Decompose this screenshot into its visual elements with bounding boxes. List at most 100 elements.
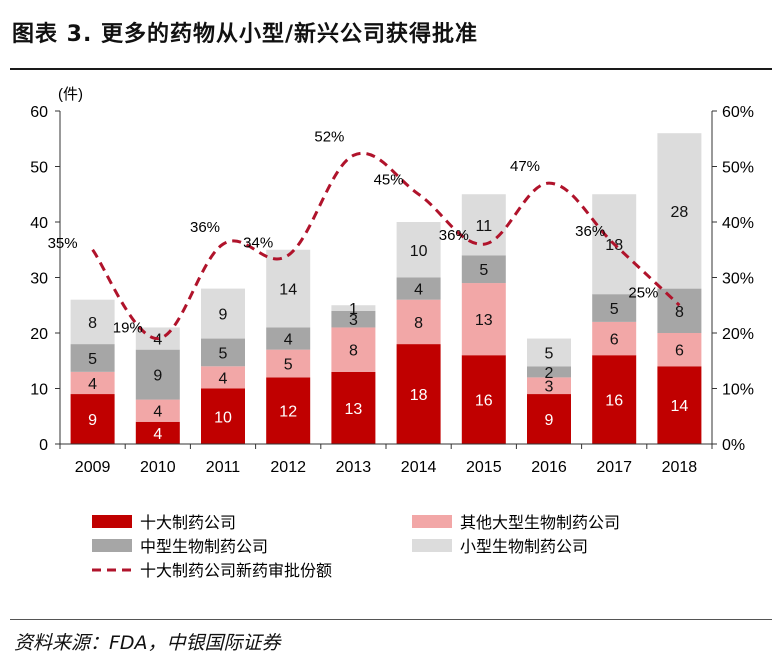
share-line-label: 35% — [48, 235, 78, 252]
share-line-label: 52% — [314, 128, 344, 145]
bar-label-layer: 9458449410459125414138311884101613511932… — [88, 204, 688, 443]
bar-mid-2016 — [527, 366, 571, 378]
x-tick-label: 2015 — [466, 459, 502, 476]
y-left-tick-label: 40 — [30, 215, 48, 232]
bar-value-label: 9 — [219, 307, 228, 324]
bar-value-label: 5 — [88, 351, 97, 368]
bar-value-label: 4 — [219, 370, 228, 387]
share-line-label: 45% — [374, 171, 404, 188]
bar-value-label: 18 — [410, 387, 428, 404]
legend-swatch-small — [412, 539, 452, 552]
bar-other_large-2010 — [135, 399, 180, 422]
y-left-tick-label: 60 — [30, 104, 48, 121]
legend-swatch-top10 — [92, 515, 132, 528]
x-tick-label: 2009 — [75, 459, 111, 476]
bar-top10-2012 — [266, 377, 311, 444]
bar-mid-2012 — [266, 327, 311, 350]
bar-other_large-2017 — [592, 321, 637, 356]
share-line-label: 25% — [628, 284, 658, 301]
bar-value-label: 4 — [284, 332, 293, 349]
bar-other_large-2011 — [201, 366, 245, 389]
bar-value-label: 10 — [410, 243, 428, 260]
axes-layer: 0 10 20 30 40 50 60 0% 10% 20% 30% 40% 50% 60% (件) 2009… — [30, 86, 754, 476]
y-left-unit-label: (件) — [58, 86, 83, 103]
bar-top10-2009 — [70, 394, 115, 444]
bar-layer — [70, 133, 702, 444]
y-right-tick-label: 50% — [722, 160, 754, 177]
share-line-label: 36% — [575, 223, 605, 240]
x-tick-label: 2017 — [596, 459, 632, 476]
legend-swatch-other_large — [412, 515, 452, 528]
bar-other_large-2014 — [396, 299, 441, 345]
bar-value-label: 10 — [214, 409, 232, 426]
bar-mid-2013 — [331, 310, 376, 328]
x-tick-label: 2016 — [531, 459, 567, 476]
bar-value-label: 16 — [475, 393, 493, 410]
y-left-tick-label: 10 — [30, 382, 48, 399]
bar-value-label: 5 — [284, 357, 293, 374]
bar-top10-2018 — [657, 366, 702, 444]
bar-other_large-2009 — [70, 371, 115, 395]
source-divider — [10, 619, 772, 620]
bar-value-label: 9 — [153, 368, 162, 385]
legend-swatch-mid — [92, 539, 132, 552]
bar-value-label: 5 — [545, 345, 554, 362]
bar-top10-2017 — [592, 355, 637, 444]
bar-value-label: 14 — [279, 282, 297, 299]
bar-other_large-2012 — [266, 349, 311, 378]
y-right-tick-label: 10% — [722, 382, 754, 399]
bar-value-label: 9 — [88, 412, 97, 429]
x-tick-label: 2014 — [401, 459, 437, 476]
bar-other_large-2015 — [461, 283, 506, 356]
bar-other_large-2016 — [527, 377, 571, 395]
y-left-tick-label: 50 — [30, 160, 48, 177]
legend-label: 十大制药公司 — [140, 514, 236, 532]
y-right-tick-label: 40% — [722, 215, 754, 232]
bar-value-label: 3 — [349, 312, 358, 329]
x-tick-label: 2012 — [270, 459, 306, 476]
bar-small-2011 — [201, 288, 245, 339]
bar-small-2018 — [657, 133, 702, 289]
bar-mid-2018 — [657, 288, 702, 333]
share-line-label: 47% — [510, 158, 540, 175]
bar-other_large-2018 — [657, 333, 702, 367]
bar-small-2013 — [331, 305, 376, 311]
y-right-tick-label: 30% — [722, 271, 754, 288]
bar-value-label: 14 — [671, 398, 689, 415]
share-line-label: 36% — [439, 227, 469, 244]
bar-mid-2014 — [396, 277, 441, 300]
bar-small-2009 — [70, 299, 115, 345]
bar-value-label: 12 — [279, 404, 297, 421]
bar-value-label: 4 — [153, 332, 162, 349]
bar-mid-2010 — [135, 349, 180, 400]
bar-mid-2015 — [461, 255, 506, 284]
bar-value-label: 8 — [88, 315, 97, 332]
bar-top10-2011 — [201, 388, 245, 444]
bar-value-label: 5 — [610, 301, 619, 318]
bar-small-2014 — [396, 222, 441, 278]
bar-value-label: 6 — [675, 343, 684, 360]
source-note: 资料来源：FDA，中银国际证券 — [14, 632, 281, 654]
bar-value-label: 2 — [545, 365, 554, 382]
share-line — [91, 151, 681, 341]
bar-small-2012 — [266, 249, 311, 328]
legend-label: 小型生物制药公司 — [460, 538, 588, 556]
bar-value-label: 5 — [479, 262, 488, 279]
y-left-tick-label: 30 — [30, 271, 48, 288]
y-right-tick-label: 20% — [722, 326, 754, 343]
bar-top10-2010 — [135, 421, 180, 444]
bar-value-label: 4 — [88, 376, 97, 393]
bar-small-2016 — [527, 338, 571, 367]
legend-label: 其他大型生物制药公司 — [460, 514, 620, 532]
bar-top10-2015 — [461, 355, 506, 444]
bar-value-label: 13 — [345, 401, 363, 418]
bar-value-label: 4 — [153, 404, 162, 421]
bar-top10-2016 — [527, 394, 571, 444]
bar-value-label: 6 — [610, 332, 619, 349]
title-divider — [10, 68, 772, 70]
bar-value-label: 5 — [219, 345, 228, 362]
bar-mid-2011 — [201, 338, 245, 367]
share-line-label: 36% — [190, 219, 220, 236]
